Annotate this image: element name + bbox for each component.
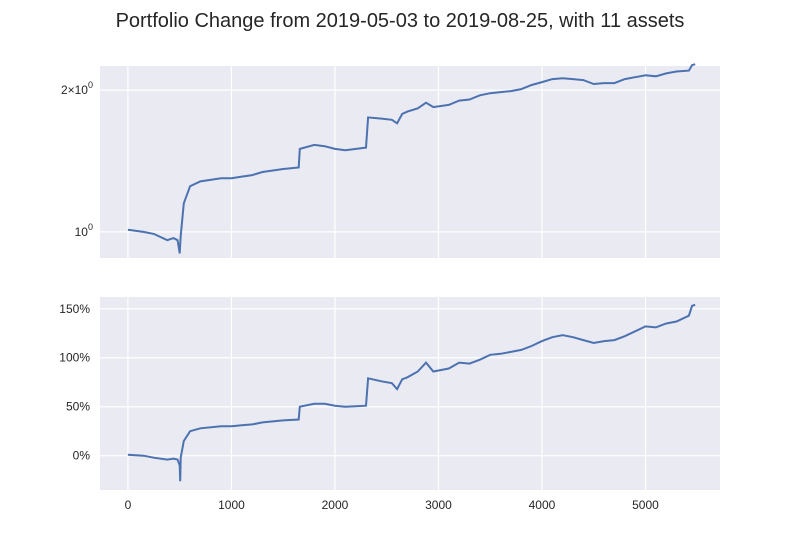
bottom-y-tick-label: 50% (66, 400, 90, 414)
top-y-tick-label: 100 (75, 222, 93, 239)
x-tick-label: 4000 (529, 498, 556, 512)
bottom-plot-area (100, 297, 720, 490)
top-plot-area (100, 66, 720, 258)
x-ticks: 0 1000 2000 3000 4000 5000 (125, 498, 660, 512)
top-grid (100, 66, 720, 258)
x-tick-label: 5000 (632, 498, 659, 512)
top-series-line (127, 63, 696, 254)
x-tick-label: 1000 (218, 498, 245, 512)
x-tick-label: 3000 (425, 498, 452, 512)
bottom-panel: 150% 100% 50% 0% 0 1000 2000 3000 4000 5000 (59, 297, 720, 512)
bottom-y-ticks: 150% 100% 50% 0% (59, 302, 90, 463)
top-panel: 2×100 100 (61, 63, 720, 258)
bottom-y-tick-label: 150% (59, 302, 90, 316)
bottom-y-tick-label: 0% (73, 449, 91, 463)
x-tick-label: 0 (125, 498, 132, 512)
bottom-series-line (127, 303, 696, 482)
top-y-tick-label: 2×100 (61, 80, 93, 97)
x-tick-label: 2000 (322, 498, 349, 512)
bottom-y-tick-label: 100% (59, 351, 90, 365)
top-y-ticks: 2×100 100 (61, 80, 93, 239)
bottom-grid (100, 297, 720, 490)
chart-title: Portfolio Change from 2019-05-03 to 2019… (116, 10, 685, 32)
